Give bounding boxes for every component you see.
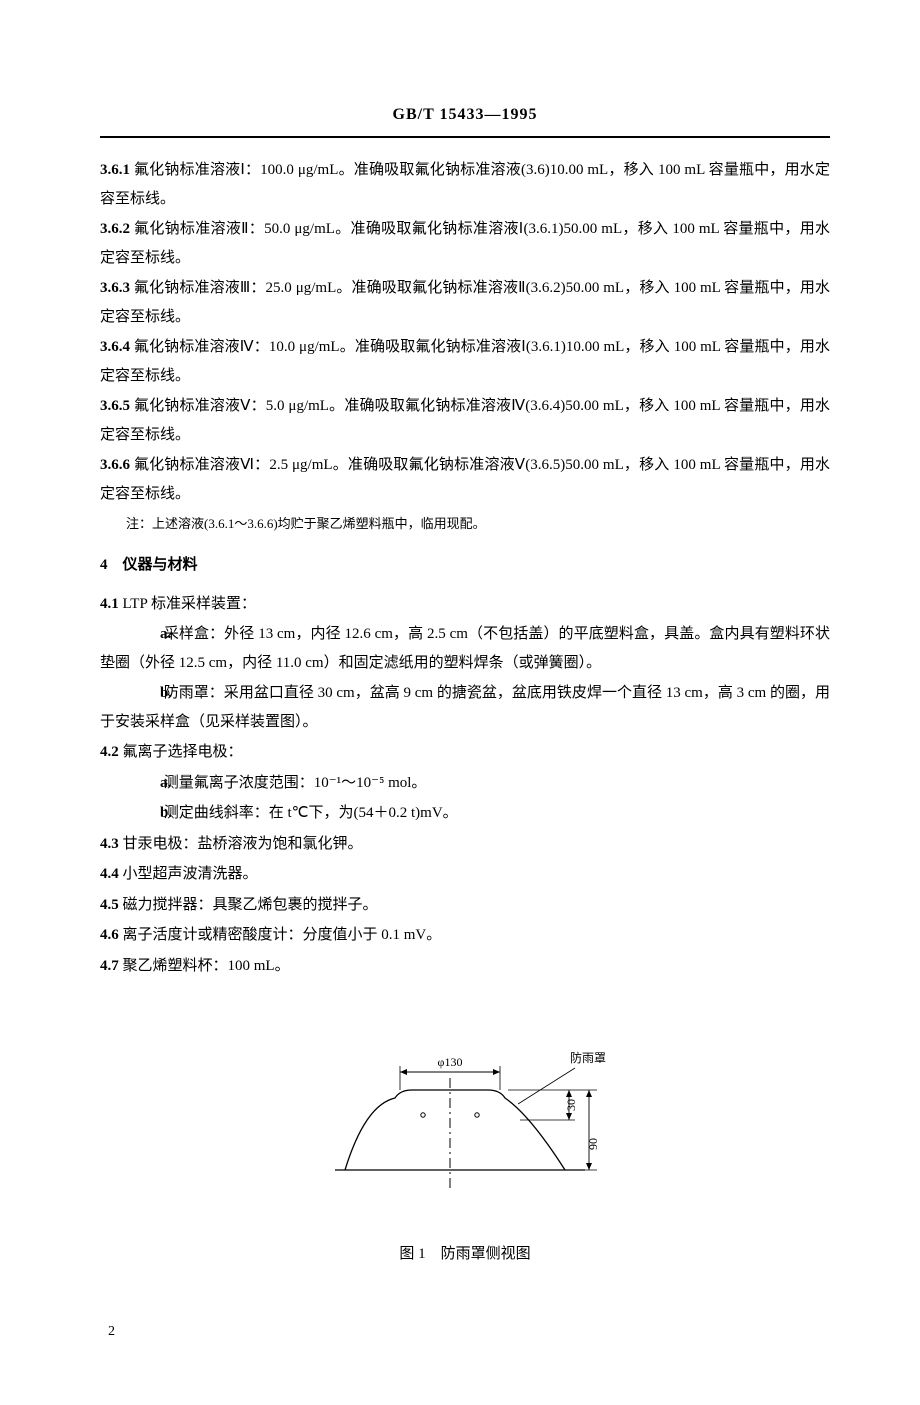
para-46: 4.6 离子活度计或精密酸度计：分度值小于 0.1 mV。: [100, 921, 830, 950]
text-361: 氟化钠标准溶液Ⅰ：100.0 μg/mL。准确吸取氟化钠标准溶液(3.6)10.…: [100, 162, 830, 207]
text-366: 氟化钠标准溶液Ⅵ：2.5 μg/mL。准确吸取氟化钠标准溶液Ⅴ(3.6.5)50…: [100, 457, 830, 502]
num-44: 4.4: [100, 866, 119, 882]
heading-4: 4 仪器与材料: [100, 551, 830, 580]
note-36: 注：上述溶液(3.6.1～3.6.6)均贮于聚乙烯塑料瓶中，临用现配。: [100, 512, 830, 537]
para-43: 4.3 甘汞电极：盐桥溶液为饱和氯化钾。: [100, 830, 830, 859]
text-47: 聚乙烯塑料杯：100 mL。: [123, 958, 290, 974]
num-364: 3.6.4: [100, 339, 130, 355]
num-362: 3.6.2: [100, 221, 130, 237]
label-41b: b.: [130, 679, 160, 708]
para-363: 3.6.3 氟化钠标准溶液Ⅲ：25.0 μg/mL。准确吸取氟化钠标准溶液Ⅱ(3…: [100, 274, 830, 331]
para-42b: b. 测定曲线斜率：在 t℃下，为(54＋0.2 t)mV。: [100, 799, 830, 828]
para-362: 3.6.2 氟化钠标准溶液Ⅱ：50.0 μg/mL。准确吸取氟化钠标准溶液Ⅰ(3…: [100, 215, 830, 272]
standard-code: GB/T 15433—1995: [100, 100, 830, 130]
text-42a: 测量氟离子浓度范围：10⁻¹～10⁻⁵ mol。: [164, 775, 427, 791]
para-41b: b. 防雨罩：采用盆口直径 30 cm，盆高 9 cm 的搪瓷盆，盆底用铁皮焊一…: [100, 679, 830, 736]
num-42: 4.2: [100, 744, 119, 760]
text-43: 甘汞电极：盐桥溶液为饱和氯化钾。: [123, 836, 363, 852]
rain-cover-diagram: φ130 防雨罩 30 90: [305, 1020, 625, 1210]
header-divider: [100, 136, 830, 138]
num-366: 3.6.6: [100, 457, 130, 473]
text-42: 氟离子选择电极：: [123, 744, 243, 760]
svg-text:防雨罩: 防雨罩: [570, 1050, 606, 1065]
label-42b: b.: [130, 799, 160, 828]
num-361: 3.6.1: [100, 162, 130, 178]
text-41: LTP 标准采样装置：: [123, 596, 257, 612]
text-362: 氟化钠标准溶液Ⅱ：50.0 μg/mL。准确吸取氟化钠标准溶液Ⅰ(3.6.1)5…: [100, 221, 830, 266]
num-43: 4.3: [100, 836, 119, 852]
num-47: 4.7: [100, 958, 119, 974]
num-46: 4.6: [100, 927, 119, 943]
text-42b: 测定曲线斜率：在 t℃下，为(54＋0.2 t)mV。: [164, 805, 458, 821]
para-361: 3.6.1 氟化钠标准溶液Ⅰ：100.0 μg/mL。准确吸取氟化钠标准溶液(3…: [100, 156, 830, 213]
label-42a: a.: [130, 769, 160, 798]
text-365: 氟化钠标准溶液Ⅴ：5.0 μg/mL。准确吸取氟化钠标准溶液Ⅳ(3.6.4)50…: [100, 398, 830, 443]
num-363: 3.6.3: [100, 280, 130, 296]
para-44: 4.4 小型超声波清洗器。: [100, 860, 830, 889]
para-365: 3.6.5 氟化钠标准溶液Ⅴ：5.0 μg/mL。准确吸取氟化钠标准溶液Ⅳ(3.…: [100, 392, 830, 449]
page-number: 2: [100, 1319, 830, 1346]
svg-text:90: 90: [586, 1138, 600, 1150]
text-46: 离子活度计或精密酸度计：分度值小于 0.1 mV。: [123, 927, 442, 943]
num-365: 3.6.5: [100, 398, 130, 414]
text-41a: 采样盒：外径 13 cm，内径 12.6 cm，高 2.5 cm（不包括盖）的平…: [100, 626, 830, 671]
num-45: 4.5: [100, 897, 119, 913]
para-42a: a. 测量氟离子浓度范围：10⁻¹～10⁻⁵ mol。: [100, 769, 830, 798]
svg-text:30: 30: [564, 1099, 578, 1111]
text-364: 氟化钠标准溶液Ⅳ：10.0 μg/mL。准确吸取氟化钠标准溶液Ⅰ(3.6.1)1…: [100, 339, 830, 384]
figure-1: φ130 防雨罩 30 90 图 1 防雨罩侧视图: [100, 1020, 830, 1269]
text-44: 小型超声波清洗器。: [123, 866, 258, 882]
num-41: 4.1: [100, 596, 119, 612]
para-41: 4.1 LTP 标准采样装置：: [100, 590, 830, 619]
para-41a: a. 采样盒：外径 13 cm，内径 12.6 cm，高 2.5 cm（不包括盖…: [100, 620, 830, 677]
figure-1-caption: 图 1 防雨罩侧视图: [100, 1240, 830, 1269]
label-41a: a.: [130, 620, 160, 649]
text-45: 磁力搅拌器：具聚乙烯包裹的搅拌子。: [123, 897, 378, 913]
para-364: 3.6.4 氟化钠标准溶液Ⅳ：10.0 μg/mL。准确吸取氟化钠标准溶液Ⅰ(3…: [100, 333, 830, 390]
svg-text:φ130: φ130: [438, 1055, 463, 1069]
text-41b: 防雨罩：采用盆口直径 30 cm，盆高 9 cm 的搪瓷盆，盆底用铁皮焊一个直径…: [100, 685, 830, 730]
para-45: 4.5 磁力搅拌器：具聚乙烯包裹的搅拌子。: [100, 891, 830, 920]
para-47: 4.7 聚乙烯塑料杯：100 mL。: [100, 952, 830, 981]
para-42: 4.2 氟离子选择电极：: [100, 738, 830, 767]
text-363: 氟化钠标准溶液Ⅲ：25.0 μg/mL。准确吸取氟化钠标准溶液Ⅱ(3.6.2)5…: [100, 280, 830, 325]
para-366: 3.6.6 氟化钠标准溶液Ⅵ：2.5 μg/mL。准确吸取氟化钠标准溶液Ⅴ(3.…: [100, 451, 830, 508]
